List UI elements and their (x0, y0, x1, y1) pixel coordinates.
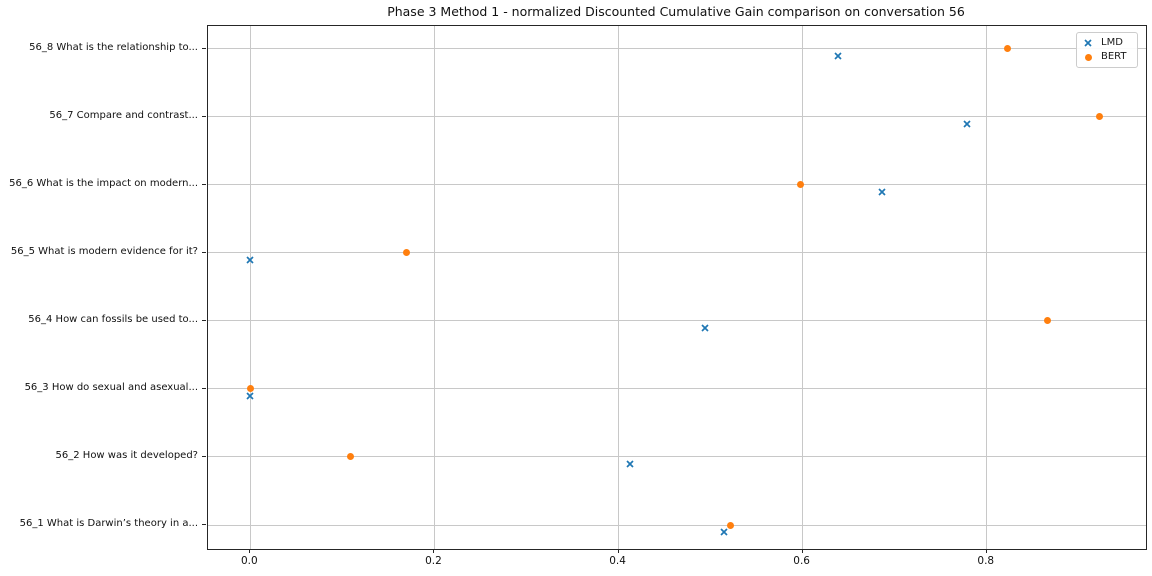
grid-hline (208, 388, 1146, 390)
y-category-label: 56_7 Compare and contrast... (49, 109, 198, 121)
x-tick-mark (249, 549, 251, 553)
bert-data-point (403, 249, 411, 257)
legend-label-lmd: LMD (1101, 37, 1123, 48)
grid-hline (208, 524, 1146, 526)
x-tick-label: 0.0 (240, 555, 258, 567)
y-tick-mark (202, 524, 206, 525)
y-tick-mark (202, 387, 206, 389)
bert-data-point (1004, 45, 1012, 52)
y-category-label: 56_4 How can fossils be used to... (28, 313, 198, 325)
lmd-data-point (963, 113, 972, 132)
y-category-label: 56_1 What is Darwin’s theory in a... (19, 518, 198, 529)
grid-hline (208, 456, 1146, 458)
y-tick-mark (202, 319, 206, 321)
y-category-label: 56_2 How was it developed? (55, 449, 198, 461)
bert-data-point (1044, 317, 1051, 325)
x-tick-label: 0.6 (793, 555, 810, 567)
grid-vline (986, 26, 988, 549)
y-tick-mark (202, 183, 206, 185)
x-tick-label: 0.2 (425, 555, 442, 567)
lmd-data-point (625, 453, 634, 472)
lmd-x-marker-icon (1083, 39, 1093, 47)
y-tick-mark (202, 47, 206, 49)
y-category-label: 56_6 What is the impact on modern... (9, 177, 198, 189)
bert-data-point (246, 385, 254, 393)
plot-area (207, 25, 1147, 550)
grid-vline (433, 26, 435, 549)
grid-hline (208, 184, 1146, 186)
y-category-label: 56_3 How do sexual and asexual... (24, 381, 198, 393)
lmd-data-point (720, 521, 729, 540)
grid-vline (249, 26, 251, 549)
lmd-data-point (246, 249, 254, 268)
lmd-data-point (878, 181, 886, 200)
bert-data-point (727, 521, 735, 529)
y-category-label: 56_5 What is modern evidence for it? (10, 245, 198, 257)
x-tick-mark (801, 549, 803, 553)
grid-hline (208, 48, 1146, 49)
grid-vline (618, 26, 620, 549)
legend-row-bert: BERT (1083, 50, 1131, 64)
bert-data-point (1096, 113, 1104, 121)
y-tick-mark (202, 251, 206, 253)
lmd-data-point (246, 385, 254, 404)
legend-label-bert: BERT (1101, 51, 1127, 62)
y-tick-mark (202, 455, 206, 457)
x-tick-mark (617, 549, 619, 553)
grid-vline (802, 26, 804, 549)
lmd-data-point (701, 317, 709, 336)
legend: LMD BERT (1076, 32, 1138, 68)
chart-title: Phase 3 Method 1 - normalized Discounted… (387, 4, 965, 19)
x-tick-mark (985, 549, 987, 553)
grid-hline (208, 320, 1146, 322)
y-tick-mark (202, 115, 206, 117)
bert-data-point (797, 181, 805, 189)
y-category-label: 56_8 What is the relationship to... (29, 41, 198, 53)
grid-hline (208, 252, 1146, 254)
grid-hline (208, 116, 1146, 118)
bert-data-point (347, 453, 355, 461)
x-tick-mark (433, 549, 435, 553)
x-tick-label: 0.8 (977, 555, 995, 567)
legend-row-lmd: LMD (1083, 36, 1131, 50)
bert-circle-marker-icon (1083, 53, 1093, 61)
x-tick-label: 0.4 (609, 555, 626, 567)
lmd-data-point (834, 45, 842, 64)
